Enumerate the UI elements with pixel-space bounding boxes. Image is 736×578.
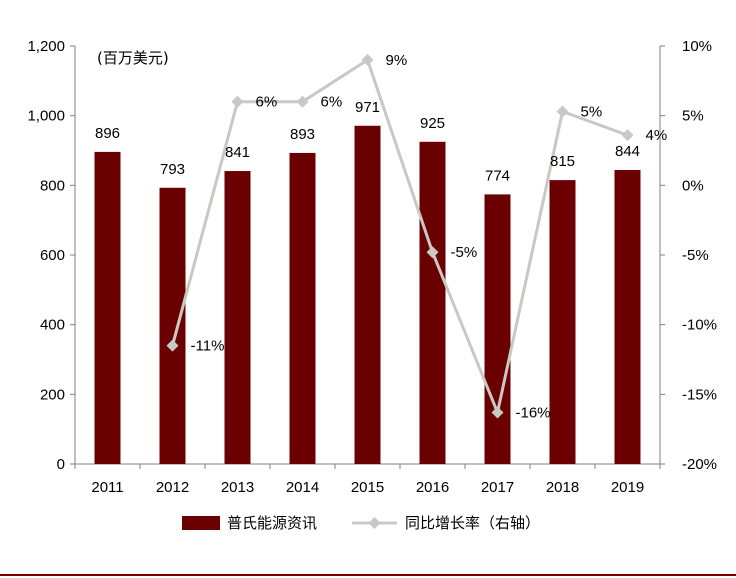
x-tick-label: 2014 <box>286 479 319 496</box>
growth-value-label: -5% <box>451 244 478 261</box>
bar <box>354 125 381 464</box>
bar <box>224 171 251 464</box>
growth-point <box>426 246 439 259</box>
left-tick-label: 600 <box>40 247 65 264</box>
bar <box>289 152 316 464</box>
left-tick-label: 1,200 <box>27 38 65 55</box>
bar <box>419 141 446 464</box>
x-tick-label: 2019 <box>611 479 644 496</box>
left-tick-label: 200 <box>40 386 65 403</box>
right-tick-label: 0% <box>682 177 704 194</box>
x-tick-label: 2017 <box>481 479 514 496</box>
bar-value-label: 841 <box>225 144 250 161</box>
right-tick-label: 5% <box>682 108 704 125</box>
bar-value-label: 971 <box>355 99 380 116</box>
bar <box>484 194 511 464</box>
right-tick-label: -20% <box>682 456 717 473</box>
growth-point <box>361 53 374 66</box>
growth-value-label: 6% <box>321 94 343 111</box>
x-tick-label: 2012 <box>156 479 189 496</box>
x-tick-label: 2015 <box>351 479 384 496</box>
right-tick-label: 10% <box>682 38 712 55</box>
bottom-rule <box>0 574 736 576</box>
unit-label: (百万美元) <box>97 49 169 67</box>
left-tick-label: 1,000 <box>27 108 65 125</box>
x-tick-label: 2013 <box>221 479 254 496</box>
left-tick-label: 0 <box>57 456 65 473</box>
growth-value-label: 6% <box>256 94 278 111</box>
right-tick-label: -15% <box>682 386 717 403</box>
growth-point <box>296 95 309 108</box>
x-tick-label: 2016 <box>416 479 449 496</box>
left-tick-label: 400 <box>40 317 65 334</box>
legend-line-label: 同比增长率（右轴） <box>405 514 540 532</box>
bars <box>94 125 641 465</box>
x-tick-label: 2011 <box>91 479 123 496</box>
growth-point <box>621 129 634 142</box>
bar-value-label: 774 <box>485 167 510 184</box>
bar <box>614 170 641 465</box>
bar <box>94 151 121 465</box>
axes: 0 200 400 600 800 1,000 1,200 -20% -15% -10% -5% 0%… <box>27 38 717 496</box>
legend-line-marker <box>368 517 381 529</box>
growth-value-label: 4% <box>646 127 668 144</box>
growth-point <box>231 95 244 108</box>
bar-value-label: 793 <box>160 161 185 178</box>
bar-value-label: 893 <box>290 126 315 143</box>
growth-line <box>166 53 634 419</box>
right-tick-label: -10% <box>682 317 717 334</box>
growth-value-label: -11% <box>191 338 225 355</box>
growth-point <box>491 406 504 419</box>
growth-polyline <box>171 57 629 418</box>
data-labels: 896 793 841 893 971 925 774 815 844 -11% 6% 6% 9% -5%… <box>95 52 667 422</box>
bar-value-label: 896 <box>95 125 120 142</box>
right-tick-label: -5% <box>682 247 709 264</box>
growth-value-label: -16% <box>516 404 551 421</box>
bar <box>549 180 576 464</box>
bar-value-label: 815 <box>550 153 575 170</box>
growth-point <box>556 105 569 118</box>
growth-value-label: 5% <box>581 103 603 120</box>
growth-value-label: 9% <box>386 52 408 69</box>
bar <box>159 187 186 464</box>
legend: 普氏能源资讯 同比增长率（右轴） <box>182 514 540 532</box>
left-tick-label: 800 <box>40 177 65 194</box>
x-tick-label: 2018 <box>546 479 579 496</box>
bar-value-label: 844 <box>615 143 640 160</box>
legend-bar-swatch <box>182 516 220 530</box>
growth-point <box>166 339 179 352</box>
legend-bar-label: 普氏能源资讯 <box>227 514 317 532</box>
bar-value-label: 925 <box>420 115 445 132</box>
